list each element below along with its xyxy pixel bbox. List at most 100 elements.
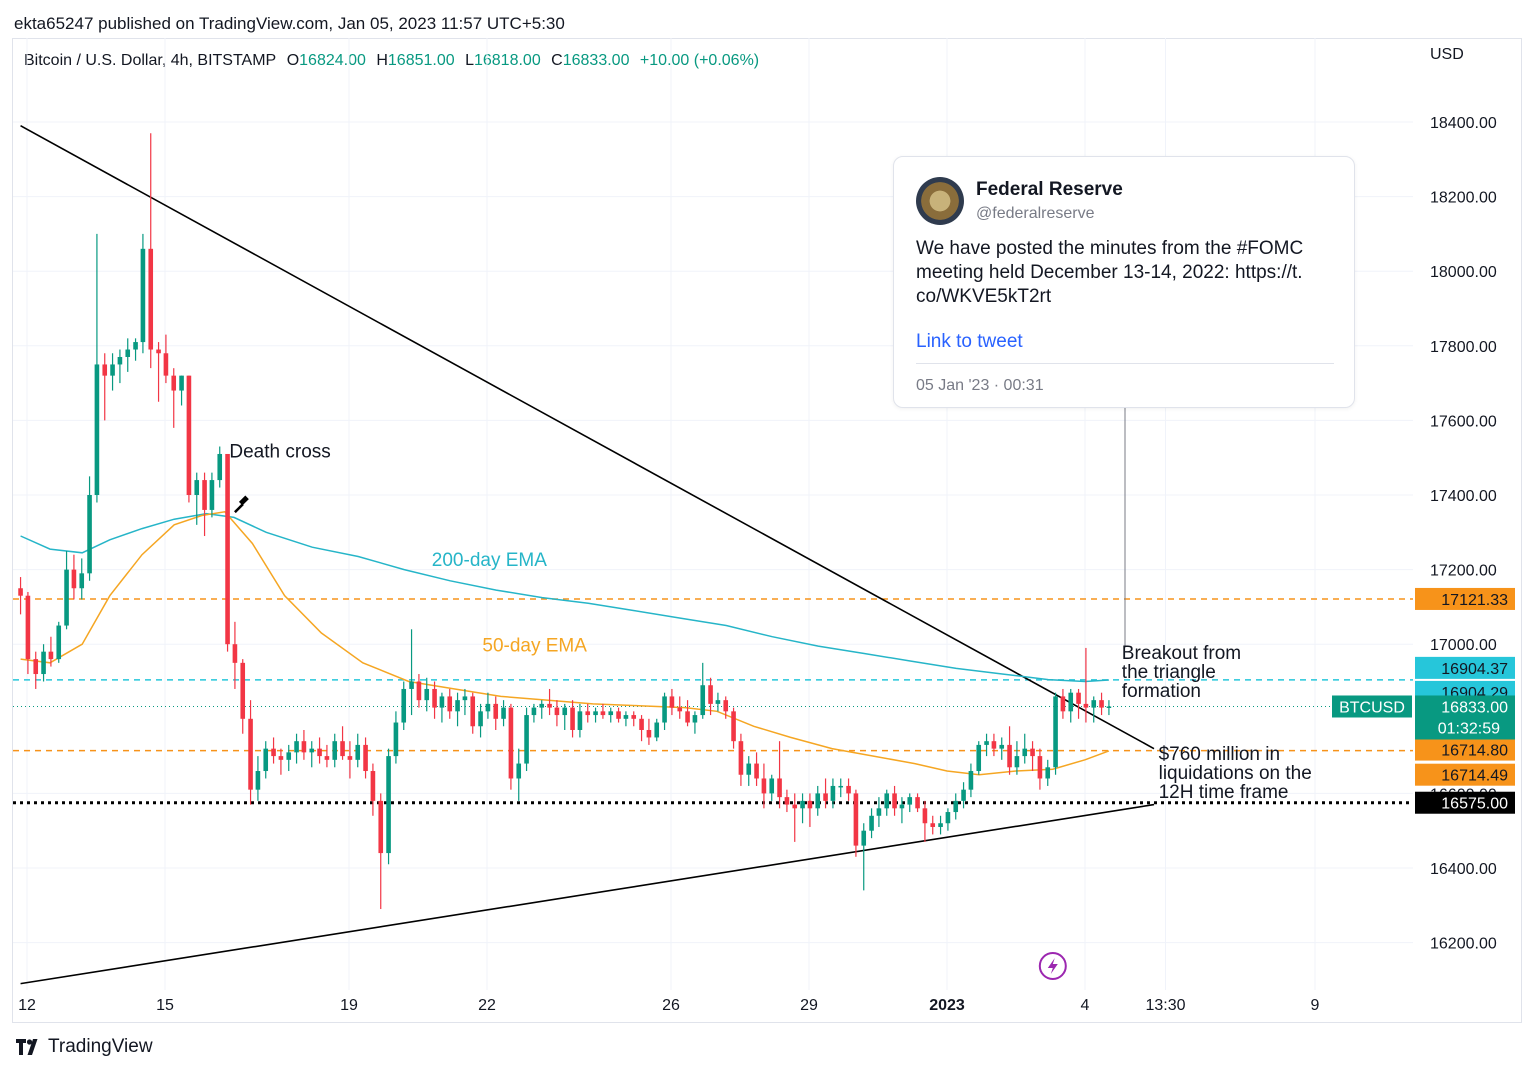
candle-body-5 (56, 625, 62, 660)
candle-body-142 (1106, 706, 1112, 708)
candle-body-125 (976, 744, 982, 772)
candle-body-2 (33, 659, 39, 675)
currency-label[interactable]: USD (1430, 46, 1464, 63)
candle-body-40 (324, 756, 330, 760)
candle-body-80 (631, 715, 637, 719)
tweet-card[interactable]: Federal Reserve @federalreserve We have … (893, 156, 1355, 408)
change-value: +10.00 (+0.06%) (639, 52, 760, 69)
candle-body-102 (800, 800, 805, 809)
candle-body-24 (202, 480, 207, 510)
annotation-1: 200-day EMA (432, 550, 547, 571)
candle-body-54 (432, 688, 437, 708)
annotation-3-line-2: formation (1122, 681, 1201, 702)
y-tick-label-5: 17400.00 (1430, 488, 1497, 505)
candle-body-133 (1037, 756, 1043, 779)
candle-body-3 (41, 651, 46, 675)
candle-body-124 (968, 771, 974, 790)
x-tick-label-7: 4 (1081, 997, 1090, 1014)
candle-body-106 (830, 785, 836, 801)
link-to-tweet[interactable]: Link to tweet (916, 331, 1023, 352)
annotation-3-line-1: the triangle (1122, 662, 1216, 683)
candle-body-63 (501, 707, 506, 719)
candle-body-22 (186, 375, 192, 495)
tweet-text: We have posted the minutes from the #FOM… (916, 238, 1304, 307)
candle-body-132 (1030, 748, 1035, 757)
candle-body-92 (723, 700, 729, 712)
candle-body-68 (539, 703, 545, 708)
price-badge-text-5: 16714.49 (1441, 768, 1508, 785)
candle-body-28 (232, 644, 238, 663)
candle-body-44 (355, 744, 361, 760)
candle-body-91 (715, 700, 721, 704)
candle-body-49 (393, 722, 399, 757)
low-value: 16818.00 (473, 52, 541, 69)
candle-body-110 (861, 830, 867, 846)
candle-body-4 (48, 651, 54, 660)
candle-body-112 (876, 808, 882, 816)
candle-body-117 (915, 797, 920, 809)
candle-body-122 (953, 800, 959, 813)
current-price-badge (1415, 695, 1515, 740)
candle-body-82 (646, 729, 652, 738)
candle-body-135 (1053, 696, 1058, 768)
candle-body-98 (769, 778, 775, 794)
annotation-4-line-1: liquidations on the (1159, 763, 1312, 784)
candle-body-113 (884, 793, 890, 809)
chart-icons (234, 495, 1067, 980)
candle-body-83 (654, 722, 660, 738)
candle-body-74 (585, 711, 591, 716)
candle-body-62 (493, 703, 499, 719)
candle-body-90 (708, 685, 713, 704)
candle-body-87 (685, 711, 690, 723)
price-badges: 17121.3316904.3716904.2916714.8016714.49… (1332, 587, 1515, 814)
close-label: C (551, 52, 563, 69)
candle-body-7 (71, 569, 77, 589)
candle-body-99 (777, 778, 782, 798)
candle-body-8 (79, 573, 85, 589)
annotation-4-line-0: $760 million in (1159, 744, 1280, 765)
candle-body-19 (163, 353, 169, 376)
candle-body-48 (386, 756, 391, 854)
open-label: O (286, 52, 300, 69)
candle-body-66 (524, 715, 529, 764)
symbol-title[interactable]: Bitcoin / U.S. Dollar, 4h, BITSTAMP (24, 52, 277, 69)
tradingview-logo[interactable]: TradingView (16, 1036, 153, 1058)
candle-body-126 (984, 741, 989, 745)
chart-grid (13, 38, 1413, 990)
high-value: 16851.00 (387, 52, 455, 69)
candle-body-94 (738, 741, 744, 775)
tradingview-brand: TradingView (48, 1036, 153, 1057)
candle-body-27 (225, 453, 230, 645)
price-badge-text-0: 17121.33 (1441, 592, 1508, 609)
candle-body-119 (930, 823, 936, 827)
candle-body-14 (125, 349, 131, 357)
candle-body-32 (263, 748, 269, 772)
candle-body-88 (692, 715, 698, 723)
candle-body-129 (1007, 744, 1012, 768)
hammer-head-icon (238, 495, 249, 506)
tweet-divider (916, 363, 1334, 364)
candle-body-109 (853, 793, 859, 846)
candle-body-70 (554, 707, 560, 716)
candle-body-50 (401, 688, 407, 723)
candle-body-57 (455, 700, 460, 712)
descending-trendline (20, 125, 1155, 750)
candle-body-38 (309, 748, 315, 753)
x-tick-label-0: 12 (18, 997, 36, 1014)
candle-body-18 (156, 349, 161, 354)
candle-body-47 (378, 800, 384, 854)
candle-body-141 (1099, 700, 1104, 708)
candle-body-121 (945, 812, 951, 824)
candle-body-84 (662, 696, 667, 723)
chart-annotations: Death cross 200-day EMA 50-day EMA Breakout… (229, 408, 1312, 803)
y-tick-label-10: 16200.00 (1430, 936, 1497, 953)
y-tick-label-6: 17200.00 (1430, 563, 1497, 580)
annotation-1-line-0: 200-day EMA (432, 550, 547, 571)
candle-body-89 (700, 685, 706, 716)
countdown-text: 01:32:59 (1438, 720, 1500, 737)
candle-body-45 (363, 744, 368, 772)
x-tick-label-4: 26 (662, 997, 680, 1014)
tweet-author-handle: @federalreserve (976, 205, 1095, 222)
candle-body-6 (64, 569, 69, 626)
